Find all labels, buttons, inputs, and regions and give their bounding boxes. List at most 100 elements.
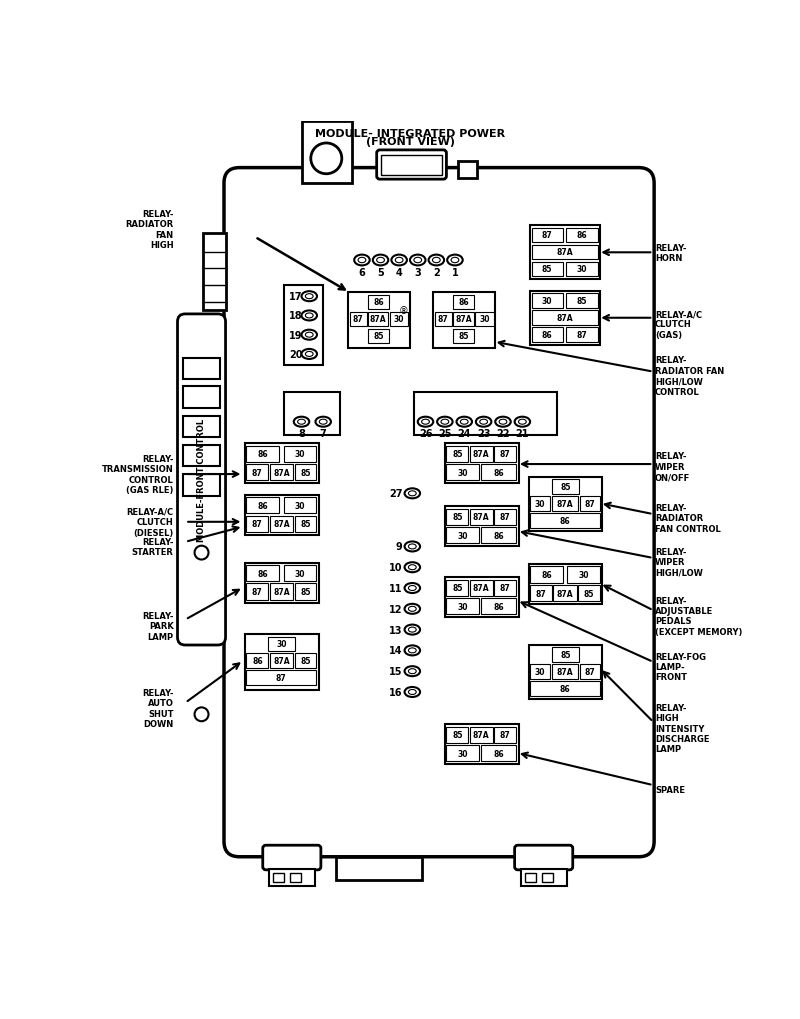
Text: 87A: 87A	[473, 584, 490, 593]
Text: 30: 30	[578, 571, 589, 580]
Ellipse shape	[298, 420, 306, 425]
Bar	[532, 262, 562, 277]
Text: 85: 85	[300, 520, 310, 529]
Bar	[284, 446, 316, 463]
Text: 10: 10	[389, 562, 402, 573]
Ellipse shape	[294, 418, 310, 427]
Text: RELAY-
WIPER
ON/OFF: RELAY- WIPER ON/OFF	[655, 452, 690, 482]
Ellipse shape	[460, 420, 468, 425]
Text: 85: 85	[584, 589, 594, 598]
Text: RELAY-
RADIATOR
FAN CONTROL: RELAY- RADIATOR FAN CONTROL	[655, 503, 721, 533]
Bar	[542, 873, 553, 882]
Text: 86: 86	[258, 449, 268, 459]
Ellipse shape	[391, 256, 407, 266]
Text: 87A: 87A	[556, 249, 573, 257]
Bar	[294, 654, 316, 668]
Bar	[446, 598, 479, 614]
Ellipse shape	[409, 628, 416, 633]
Text: RELAY-
TRANSMISSION
CONTROL
(GAS RLE): RELAY- TRANSMISSION CONTROL (GAS RLE)	[102, 454, 174, 494]
Bar	[481, 528, 516, 544]
Text: RELAY-
AUTO
SHUT
DOWN: RELAY- AUTO SHUT DOWN	[142, 689, 174, 729]
Text: RELAY-
ADJUSTABLE
PEDALS
(EXCEPT MEMORY): RELAY- ADJUSTABLE PEDALS (EXCEPT MEMORY)	[655, 596, 742, 636]
Ellipse shape	[306, 333, 313, 338]
Text: 87: 87	[252, 468, 262, 477]
Ellipse shape	[429, 256, 444, 266]
Bar	[494, 446, 516, 463]
Text: 19: 19	[290, 330, 303, 340]
Text: 87A: 87A	[557, 667, 574, 677]
Text: 87: 87	[252, 587, 262, 596]
Text: 86: 86	[493, 531, 504, 540]
Text: 87A: 87A	[273, 656, 290, 665]
Bar	[270, 584, 293, 600]
Text: 6: 6	[358, 267, 366, 277]
Ellipse shape	[441, 420, 449, 425]
Bar	[269, 869, 315, 887]
Circle shape	[194, 707, 209, 721]
Ellipse shape	[405, 625, 420, 635]
Bar	[445, 578, 518, 618]
Bar	[245, 635, 318, 690]
Text: 86: 86	[542, 330, 553, 339]
Text: 87A: 87A	[370, 315, 386, 324]
Ellipse shape	[409, 606, 416, 611]
Ellipse shape	[433, 258, 440, 264]
Bar	[530, 226, 600, 280]
Bar	[246, 446, 279, 463]
Text: 86: 86	[493, 468, 504, 477]
Bar	[285, 393, 340, 435]
Bar	[481, 465, 516, 481]
Text: RELAY-
HIGH
INTENSITY
DISCHARGE
LAMP: RELAY- HIGH INTENSITY DISCHARGE LAMP	[655, 703, 710, 754]
Bar	[245, 564, 318, 603]
Bar	[470, 727, 493, 743]
Bar	[270, 517, 293, 532]
Bar	[566, 328, 598, 342]
Text: 86: 86	[458, 299, 469, 307]
Bar	[246, 584, 268, 600]
Text: 87: 87	[276, 674, 286, 683]
Bar	[494, 727, 516, 743]
Text: 11: 11	[389, 584, 402, 593]
Ellipse shape	[302, 350, 317, 360]
Text: 87: 87	[500, 584, 510, 593]
Text: 87: 87	[576, 330, 587, 339]
Bar	[435, 312, 452, 327]
Bar	[578, 585, 600, 601]
Text: 87: 87	[353, 315, 363, 324]
Text: 30: 30	[458, 749, 468, 758]
Bar	[284, 497, 316, 514]
Ellipse shape	[476, 418, 491, 427]
Text: 85: 85	[560, 483, 570, 492]
Text: 30: 30	[535, 667, 546, 677]
Bar	[183, 416, 220, 438]
Bar	[446, 727, 468, 743]
Bar	[368, 312, 388, 327]
Bar	[530, 664, 550, 680]
Ellipse shape	[409, 648, 416, 653]
Text: 30: 30	[277, 640, 287, 649]
Text: 9: 9	[395, 542, 402, 552]
Text: 85: 85	[452, 513, 462, 522]
Bar	[446, 446, 468, 463]
Ellipse shape	[409, 690, 416, 695]
Bar	[530, 585, 552, 601]
Ellipse shape	[319, 420, 327, 425]
FancyBboxPatch shape	[262, 846, 321, 870]
Bar	[532, 246, 598, 260]
Text: RELAY-A/C
CLUTCH
(GAS): RELAY-A/C CLUTCH (GAS)	[655, 310, 702, 339]
Text: 18: 18	[290, 311, 303, 321]
FancyBboxPatch shape	[178, 315, 226, 645]
Bar	[294, 584, 316, 600]
Text: 30: 30	[479, 315, 490, 324]
Bar	[183, 387, 220, 409]
Text: 87A: 87A	[557, 499, 574, 508]
Bar	[302, 122, 352, 183]
Ellipse shape	[437, 418, 453, 427]
Text: RELAY-
WIPER
HIGH/LOW: RELAY- WIPER HIGH/LOW	[655, 547, 702, 577]
Text: 87A: 87A	[473, 513, 490, 522]
Ellipse shape	[405, 604, 420, 614]
Bar	[446, 745, 479, 761]
Bar	[390, 312, 409, 327]
Text: 85: 85	[374, 332, 384, 341]
Circle shape	[310, 144, 342, 174]
